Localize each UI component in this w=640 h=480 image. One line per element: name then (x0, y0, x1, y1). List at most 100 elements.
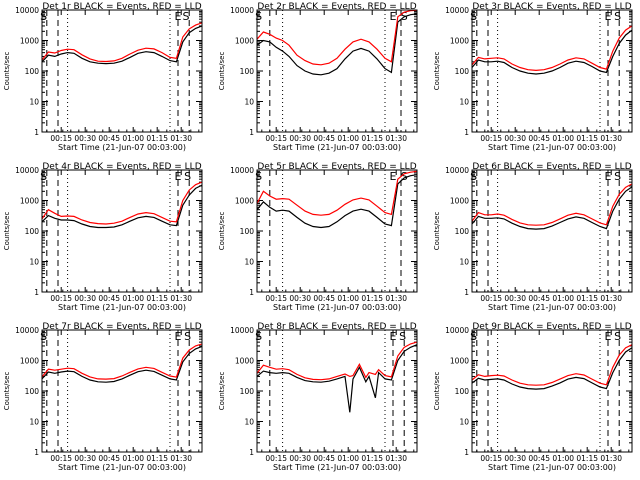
y-axis-label: Counts/sec (218, 372, 226, 411)
y-tick-label: 10000 (230, 166, 254, 175)
y-axis-label: Counts/sec (433, 52, 441, 91)
y-tick-label: 1 (34, 128, 39, 137)
x-tick-label: 00:45 (528, 454, 550, 463)
series-line-lld (256, 9, 418, 66)
y-tick-label: 1000 (235, 197, 254, 206)
event-marker-label: S (40, 10, 47, 23)
event-marker-label: S (184, 170, 191, 183)
x-tick-label: 00:45 (528, 294, 550, 303)
chart-title: Det 2r BLACK = Events, RED = LLD (257, 2, 416, 12)
chart-panel-3: Det 3r BLACK = Events, RED = LLD Counts/s… (433, 2, 633, 152)
y-tick-label: 1 (464, 288, 469, 297)
x-tick-label: 00:45 (98, 294, 120, 303)
event-marker-label: S (401, 170, 408, 183)
y-tick-label: 10000 (445, 6, 469, 15)
event-marker-label: E (390, 170, 397, 183)
x-tick-label: 01:15 (146, 134, 168, 143)
x-tick-label: 00:45 (98, 134, 120, 143)
chart-panel-4: Det 4r BLACK = Events, RED = LLD Counts/s… (3, 162, 203, 312)
event-marker-label: S (470, 170, 477, 183)
x-tick-label: 01:30 (170, 134, 192, 143)
plot-frame (41, 169, 203, 293)
x-tick-label: 00:45 (313, 294, 335, 303)
x-tick-label: 01:15 (146, 454, 168, 463)
series-line-events (471, 347, 633, 390)
series-line-events (256, 344, 418, 413)
x-tick-label: 01:30 (385, 294, 407, 303)
series-line-events (41, 184, 203, 229)
x-tick-label: 00:30 (289, 294, 311, 303)
event-marker-label: E (175, 10, 182, 23)
x-tick-label: 01:30 (385, 454, 407, 463)
event-marker-label: S (255, 10, 262, 23)
x-tick-label: 01:00 (122, 134, 144, 143)
y-tick-label: 10 (244, 258, 254, 267)
x-tick-label: 01:15 (361, 454, 383, 463)
x-tick-label: 00:45 (313, 454, 335, 463)
event-marker-label: S (184, 330, 191, 343)
x-tick-label: 00:15 (265, 454, 287, 463)
plot-frame (41, 329, 203, 453)
y-tick-label: 10 (29, 258, 39, 267)
x-axis-label: Start Time (21-Jun-07 00:03:00) (273, 143, 401, 152)
series-line-events (471, 186, 633, 230)
y-tick-label: 1000 (450, 197, 469, 206)
x-tick-label: 01:30 (170, 294, 192, 303)
y-tick-label: 10000 (15, 6, 39, 15)
y-tick-label: 10 (459, 258, 469, 267)
y-tick-label: 10 (244, 98, 254, 107)
y-tick-label: 10000 (445, 166, 469, 175)
y-tick-label: 1 (464, 448, 469, 457)
y-tick-label: 1 (464, 128, 469, 137)
y-tick-label: 1 (249, 288, 254, 297)
x-tick-label: 00:15 (480, 454, 502, 463)
series-line-events (41, 345, 203, 383)
x-tick-label: 01:00 (122, 454, 144, 463)
y-axis-label: Counts/sec (3, 52, 11, 91)
event-marker-label: E (605, 330, 612, 343)
y-tick-label: 1000 (20, 37, 39, 46)
y-tick-label: 10000 (230, 6, 254, 15)
x-tick-label: 00:15 (50, 134, 72, 143)
y-tick-label: 100 (25, 387, 40, 396)
chart-panel-1: Det 1r BLACK = Events, RED = LLD Counts/s… (3, 2, 203, 152)
event-marker-label: E (390, 330, 397, 343)
y-tick-label: 1 (249, 448, 254, 457)
x-tick-label: 00:30 (74, 294, 96, 303)
x-tick-label: 00:30 (289, 134, 311, 143)
x-axis-label: Start Time (21-Jun-07 00:03:00) (488, 303, 616, 312)
event-marker-label: E (390, 10, 397, 23)
x-tick-label: 01:15 (576, 454, 598, 463)
x-tick-label: 00:30 (504, 454, 526, 463)
y-tick-label: 10 (459, 418, 469, 427)
y-tick-label: 10000 (15, 326, 39, 335)
event-marker-label: S (614, 330, 621, 343)
x-tick-label: 01:30 (600, 134, 622, 143)
chart-panel-6: Det 6r BLACK = Events, RED = LLD Counts/s… (433, 162, 633, 312)
y-tick-label: 10 (459, 98, 469, 107)
chart-panel-2: Det 2r BLACK = Events, RED = LLD Counts/s… (218, 2, 418, 152)
event-marker-label: E (175, 170, 182, 183)
y-axis-label: Counts/sec (3, 372, 11, 411)
plot-frame (471, 329, 633, 453)
chart-title: Det 7r BLACK = Events, RED = LLD (42, 322, 201, 332)
event-marker-label: S (40, 170, 47, 183)
chart-panel-8: Det 8r BLACK = Events, RED = LLD Counts/s… (218, 322, 418, 472)
event-marker-label: S (614, 10, 621, 23)
x-tick-label: 00:15 (50, 294, 72, 303)
x-tick-label: 01:00 (122, 294, 144, 303)
chart-title: Det 6r BLACK = Events, RED = LLD (472, 162, 631, 172)
x-tick-label: 00:15 (50, 454, 72, 463)
x-tick-label: 00:15 (480, 294, 502, 303)
chart-title: Det 3r BLACK = Events, RED = LLD (472, 2, 631, 12)
x-tick-label: 00:15 (265, 294, 287, 303)
series-line-lld (41, 22, 203, 63)
x-axis-label: Start Time (21-Jun-07 00:03:00) (488, 143, 616, 152)
y-axis-label: Counts/sec (3, 212, 11, 251)
y-tick-label: 1000 (20, 197, 39, 206)
y-tick-label: 1000 (235, 357, 254, 366)
y-tick-label: 1000 (20, 357, 39, 366)
series-line-lld (256, 341, 418, 381)
x-tick-label: 00:45 (528, 134, 550, 143)
chart-panel-5: Det 5r BLACK = Events, RED = LLD Counts/s… (218, 162, 418, 312)
